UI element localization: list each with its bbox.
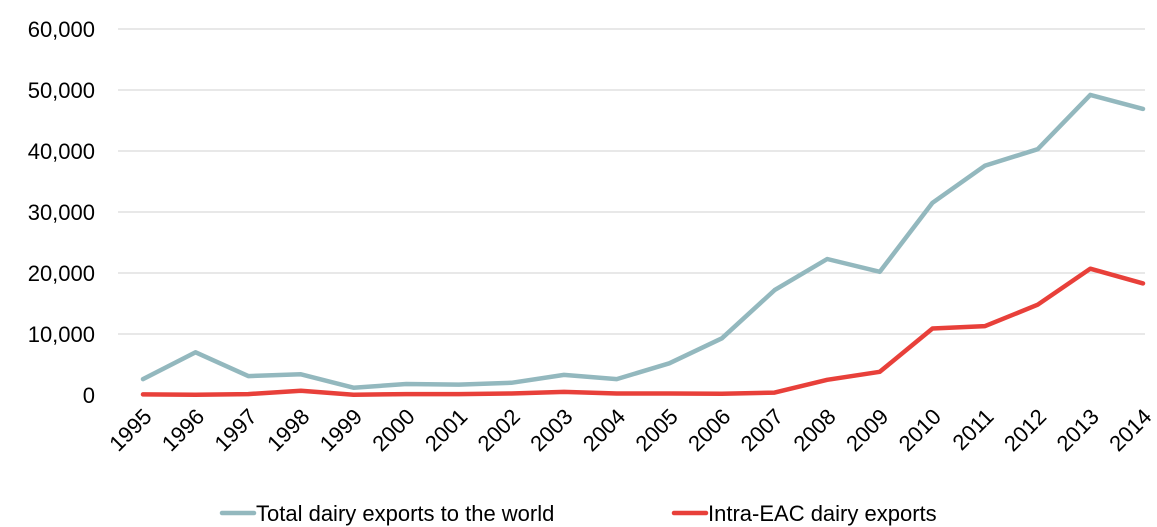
x-tick-label: 2010	[894, 404, 946, 456]
series-lines	[140, 92, 1146, 397]
y-axis-tick-labels: 0 10,000 20,000 30,000 40,000 50,000 60,000	[28, 17, 95, 408]
y-tick-label: 60,000	[28, 17, 95, 42]
x-tick-label: 1995	[104, 404, 156, 456]
x-tick-label: 2012	[999, 404, 1051, 456]
y-tick-label: 50,000	[28, 78, 95, 103]
x-axis-tick-labels: 1995 1996 1997 1998 1999 2000 2001 2002 2003 2004…	[104, 404, 1156, 456]
y-tick-label: 20,000	[28, 261, 95, 286]
x-tick-label: 1999	[315, 404, 367, 456]
x-tick-label: 2011	[947, 404, 998, 455]
x-tick-label: 2007	[736, 404, 788, 456]
y-tick-label: 30,000	[28, 200, 95, 225]
gridlines	[118, 28, 1145, 335]
x-tick-label: 2001	[420, 404, 472, 456]
legend-label: Total dairy exports to the world	[256, 501, 554, 526]
x-tick-label: 1996	[157, 404, 209, 456]
y-tick-label: 40,000	[28, 139, 95, 164]
x-tick-label: 2006	[683, 404, 735, 456]
x-tick-label: 2005	[631, 404, 683, 456]
x-tick-label: 2013	[1052, 404, 1104, 456]
series-line-1	[140, 92, 1146, 390]
x-tick-label: 2003	[525, 404, 577, 456]
x-tick-label: 2002	[473, 404, 525, 456]
x-tick-label: 2014	[1104, 404, 1156, 456]
legend: Total dairy exports to the world Intra-EA…	[219, 501, 937, 526]
x-tick-label: 1997	[210, 404, 262, 456]
y-tick-label: 10,000	[28, 322, 95, 347]
x-tick-label: 1998	[262, 404, 314, 456]
series-line-2	[140, 266, 1146, 397]
x-tick-label: 2008	[788, 404, 840, 456]
legend-label: Intra-EAC dairy exports	[708, 501, 937, 526]
x-tick-label: 2004	[578, 404, 630, 456]
y-tick-label: 0	[83, 383, 95, 408]
x-tick-label: 2009	[841, 404, 893, 456]
x-tick-label: 2000	[367, 404, 419, 456]
